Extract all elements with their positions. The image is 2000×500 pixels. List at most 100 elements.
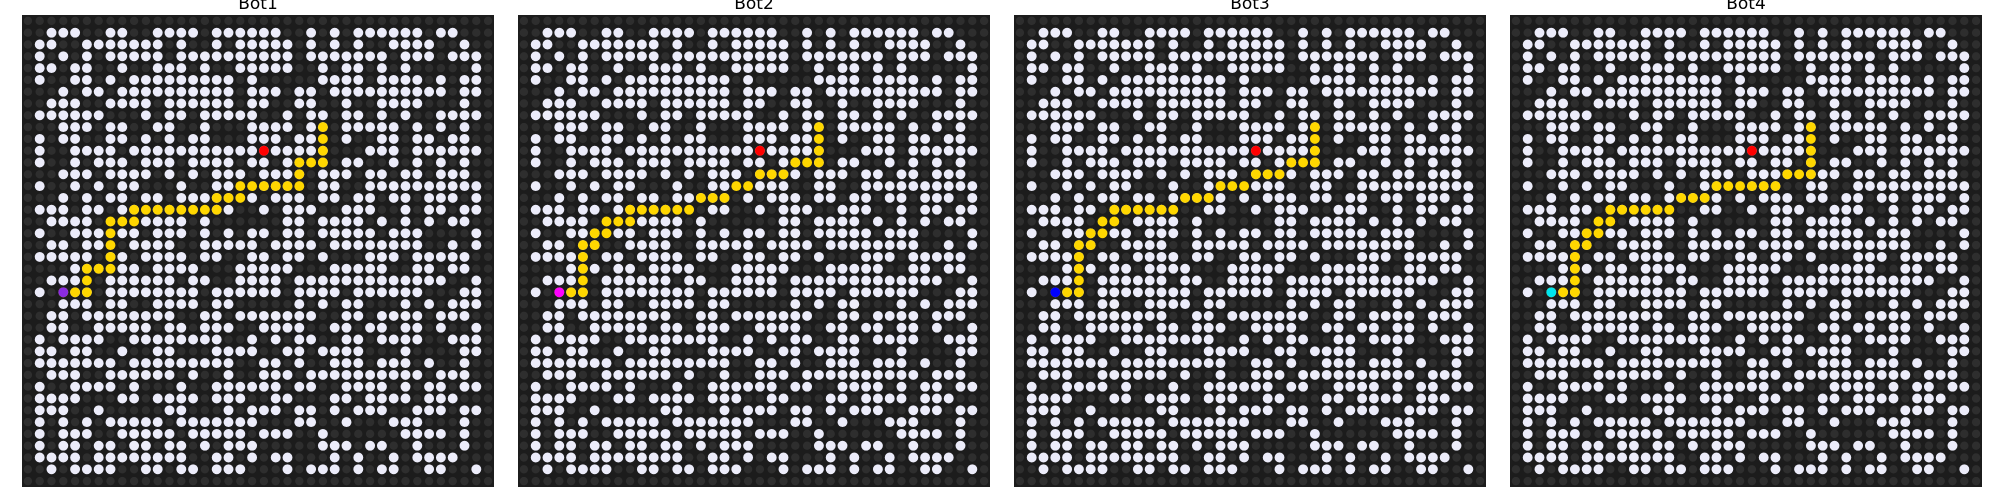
blocked-cell (1452, 323, 1460, 331)
open-cell (1416, 40, 1426, 50)
blocked-cell (307, 430, 315, 438)
open-cell (247, 441, 257, 451)
blocked-cell (815, 394, 823, 402)
open-cell (1239, 346, 1249, 356)
blocked-cell (248, 477, 256, 485)
blocked-cell (649, 182, 657, 190)
blocked-cell (779, 418, 787, 426)
blocked-cell (248, 170, 256, 178)
open-cell (602, 122, 612, 132)
path-cell (1098, 217, 1108, 227)
blocked-cell (1098, 430, 1106, 438)
open-cell (708, 464, 718, 474)
blocked-cell (614, 335, 622, 343)
blocked-cell (614, 17, 622, 25)
open-cell (176, 394, 186, 404)
open-cell (224, 405, 234, 415)
open-cell (1192, 75, 1202, 85)
open-cell (188, 51, 198, 61)
open-cell (661, 169, 671, 179)
open-cell (200, 63, 210, 73)
blocked-cell (732, 76, 740, 84)
open-cell (224, 323, 234, 333)
blocked-cell (980, 87, 988, 95)
open-cell (814, 51, 824, 61)
open-cell (117, 51, 127, 61)
open-cell (1133, 252, 1143, 262)
open-cell (1168, 181, 1178, 191)
open-cell (176, 110, 186, 120)
open-cell (424, 181, 434, 191)
blocked-cell (1358, 430, 1366, 438)
open-cell (814, 464, 824, 474)
blocked-cell (319, 335, 327, 343)
open-cell (1168, 99, 1178, 109)
open-cell (1192, 146, 1202, 156)
blocked-cell (1051, 76, 1059, 84)
open-cell (861, 323, 871, 333)
blocked-cell (1275, 300, 1283, 308)
open-cell (967, 63, 977, 73)
open-cell (141, 252, 151, 262)
blocked-cell (897, 264, 905, 272)
open-cell (1216, 405, 1226, 415)
open-cell (106, 51, 116, 61)
blocked-cell (1252, 335, 1260, 343)
blocked-cell (260, 335, 268, 343)
open-cell (1133, 287, 1143, 297)
blocked-cell (1606, 17, 1614, 25)
open-cell (1440, 181, 1450, 191)
blocked-cell (909, 205, 917, 213)
open-cell (294, 335, 304, 345)
open-cell (1404, 405, 1414, 415)
open-cell (1227, 311, 1237, 321)
open-cell (1227, 382, 1237, 392)
blocked-cell (826, 111, 834, 119)
blocked-cell (590, 64, 598, 72)
blocked-cell (1440, 465, 1448, 473)
open-cell (141, 276, 151, 286)
open-cell (849, 453, 859, 463)
open-cell (35, 358, 45, 368)
blocked-cell (1299, 170, 1307, 178)
open-cell (412, 453, 422, 463)
blocked-cell (271, 205, 279, 213)
open-cell (1216, 193, 1226, 203)
open-cell (684, 429, 694, 439)
blocked-cell (933, 40, 941, 48)
blocked-cell (484, 453, 492, 461)
blocked-cell (448, 205, 456, 213)
blocked-cell (378, 17, 386, 25)
blocked-cell (319, 406, 327, 414)
open-cell (342, 63, 352, 73)
blocked-cell (791, 453, 799, 461)
open-cell (365, 264, 375, 274)
open-cell (129, 429, 139, 439)
blocked-cell (1417, 99, 1425, 107)
blocked-cell (602, 477, 610, 485)
open-cell (283, 122, 293, 132)
open-cell (672, 252, 682, 262)
open-cell (1404, 287, 1414, 297)
open-cell (897, 358, 907, 368)
path-cell (602, 228, 612, 238)
open-cell (1192, 217, 1202, 227)
open-cell (460, 99, 470, 109)
open-cell (720, 429, 730, 439)
blocked-cell (153, 382, 161, 390)
blocked-cell (1240, 300, 1248, 308)
blocked-cell (1228, 300, 1236, 308)
open-cell (200, 51, 210, 61)
open-cell (814, 252, 824, 262)
blocked-cell (956, 194, 964, 202)
blocked-cell (590, 17, 598, 25)
open-cell (224, 429, 234, 439)
open-cell (1263, 323, 1273, 333)
blocked-cell (484, 135, 492, 143)
open-cell (743, 99, 753, 109)
blocked-cell (271, 99, 279, 107)
open-cell (849, 240, 859, 250)
blocked-cell (437, 288, 445, 296)
open-cell (1168, 51, 1178, 61)
blocked-cell (673, 17, 681, 25)
